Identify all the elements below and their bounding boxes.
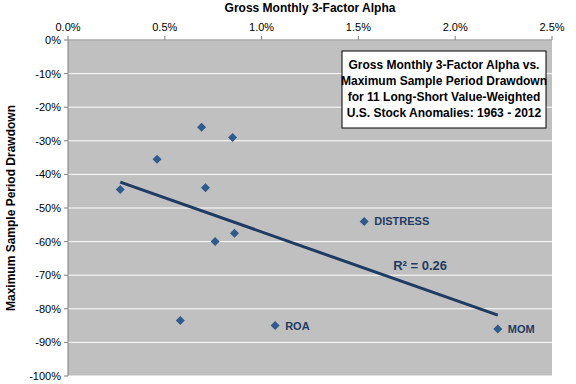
tick	[64, 40, 68, 41]
tick	[64, 376, 68, 377]
point	[201, 183, 210, 192]
tick	[64, 308, 68, 309]
point	[197, 123, 206, 132]
title-box	[342, 51, 546, 128]
chart: 0% -10% -20% -30% -40% -50% -60% -70% -80% -90% -1…	[0, 0, 576, 384]
tick	[64, 107, 68, 108]
tick	[64, 73, 68, 74]
tick-label: -20%	[35, 101, 61, 113]
point	[360, 217, 369, 226]
grid-line	[68, 208, 552, 209]
tick	[64, 275, 68, 276]
tick-label: -100%	[29, 370, 61, 382]
trend-line	[120, 182, 498, 315]
point	[228, 133, 237, 142]
tick	[261, 36, 262, 40]
tick-label: 0%	[45, 34, 61, 46]
labels: ROA DISTRESS MOM R² = 0.26	[285, 215, 535, 335]
tick	[64, 174, 68, 175]
tick-label: 2.5%	[539, 21, 564, 33]
tick-label: -30%	[35, 135, 61, 147]
tick-label: -80%	[35, 303, 61, 315]
x-axis-title: Gross Monthly 3-Factor Alpha	[225, 1, 396, 15]
point	[493, 324, 502, 333]
title: U.S. Stock Anomalies: 1963 - 2012	[347, 106, 542, 120]
point-label: ROA	[285, 320, 310, 332]
tick-label: -90%	[35, 336, 61, 348]
tick	[64, 140, 68, 141]
point	[230, 229, 239, 238]
y-axis	[68, 40, 69, 376]
grid-line	[68, 376, 552, 377]
point-label: DISTRESS	[374, 215, 429, 227]
point	[176, 316, 185, 325]
tick-label: -70%	[35, 269, 61, 281]
tick	[64, 342, 68, 343]
tick-label: 2.0%	[443, 21, 468, 33]
tick-label: 1.5%	[346, 21, 371, 33]
tick	[164, 36, 165, 40]
title: for 11 Long-Short Value-Weighted	[348, 90, 540, 104]
plot-area	[68, 40, 552, 376]
point-label: MOM	[508, 323, 535, 335]
tick-label: -60%	[35, 236, 61, 248]
tick	[358, 36, 359, 40]
x-axis	[68, 40, 552, 41]
annotation: R² = 0.26	[393, 258, 447, 273]
title: Gross Monthly 3-Factor Alpha vs.	[349, 58, 540, 72]
tick-label: -40%	[35, 168, 61, 180]
tick-label: 0.0%	[55, 21, 80, 33]
grid-line	[68, 275, 552, 276]
tick	[552, 36, 553, 40]
grid-line	[68, 241, 552, 242]
point	[211, 237, 220, 246]
tick	[68, 36, 69, 40]
tick	[64, 241, 68, 242]
grid-line	[68, 342, 552, 343]
y-axis-title: Maximum Sample Period Drawdown	[4, 105, 18, 311]
tick	[455, 36, 456, 40]
tick-label: 0.5%	[152, 21, 177, 33]
marks	[116, 123, 503, 334]
grid-line	[68, 174, 552, 175]
title: Maximum Sample Period Drawdown	[341, 74, 547, 88]
point	[153, 155, 162, 164]
tick	[64, 208, 68, 209]
tick-label: -50%	[35, 202, 61, 214]
tick-label: -10%	[35, 68, 61, 80]
tick-label: 1.0%	[249, 21, 274, 33]
grid-line	[68, 40, 552, 41]
grid-line	[68, 140, 552, 141]
point	[116, 185, 125, 194]
point	[271, 321, 280, 330]
